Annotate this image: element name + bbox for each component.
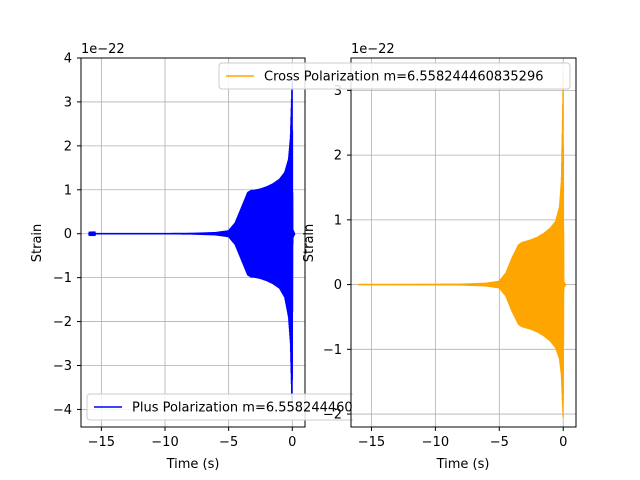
x-axis-label: Time (s) xyxy=(436,457,490,472)
y-axis-ticks: 4 3 2 1 0 −1 −2 −3 −4 xyxy=(53,52,81,418)
x-tick-label: −5 xyxy=(219,435,238,450)
x-axis-label: Time (s) xyxy=(166,457,220,472)
legend: Plus Polarization m=6.558244460835296 xyxy=(86,393,402,421)
x-tick-label: 0 xyxy=(288,435,296,450)
y-tick-label: 1 xyxy=(334,213,342,228)
y-axis-label: Strain xyxy=(302,224,317,263)
y-tick-label: −2 xyxy=(53,315,72,330)
y-scale-label: 1e−22 xyxy=(81,42,125,57)
legend-box: Plus Polarization m=6.558244460835296 xyxy=(86,393,402,421)
x-tick-label: −5 xyxy=(490,435,509,450)
y-tick-label: −1 xyxy=(53,271,72,286)
legend-label: Plus Polarization m=6.558244460835296 xyxy=(132,401,402,416)
y-axis-label: Strain xyxy=(30,224,45,263)
x-tick-label: −10 xyxy=(151,435,178,450)
y-tick-label: 3 xyxy=(334,84,342,99)
y-tick-label: 2 xyxy=(334,149,342,164)
y-tick-label: −1 xyxy=(323,343,342,358)
plot-frame xyxy=(80,57,306,428)
legend-label: Cross Polarization m=6.558244460835296 xyxy=(264,70,543,85)
y-tick-label: −4 xyxy=(53,403,72,418)
x-tick-label: 0 xyxy=(559,435,567,450)
y-tick-label: 0 xyxy=(64,227,72,242)
y-tick-label: 0 xyxy=(334,278,342,293)
legend: Cross Polarization m=6.558244460835296 xyxy=(218,62,571,90)
x-tick-label: −10 xyxy=(422,435,449,450)
y-tick-label: 1 xyxy=(64,183,72,198)
y-axis-ticks: 3 2 1 0 −1 −2 xyxy=(323,84,351,423)
x-axis-ticks: −15 −10 −5 0 xyxy=(88,427,296,450)
y-scale-label: 1e−22 xyxy=(351,42,395,57)
y-tick-label: 4 xyxy=(64,52,72,67)
y-tick-label: 2 xyxy=(64,139,72,154)
y-tick-label: 3 xyxy=(64,95,72,110)
cross-polarization-plot: −15 −10 −5 0 3 2 1 0 −1 −2 1e−22 Time (s) Strain… xyxy=(218,42,577,472)
series-layer xyxy=(88,76,296,403)
plot-frame xyxy=(350,57,577,428)
legend-frame xyxy=(218,62,571,90)
x-tick-label: −15 xyxy=(88,435,115,450)
y-tick-label: −2 xyxy=(323,408,342,423)
series-layer xyxy=(358,72,567,418)
legend-box: Cross Polarization m=6.558244460835296 xyxy=(218,62,571,90)
y-tick-label: −3 xyxy=(53,359,72,374)
x-axis-ticks: −15 −10 −5 0 xyxy=(358,427,567,450)
legend-frame xyxy=(86,393,353,421)
x-tick-label: −15 xyxy=(358,435,385,450)
